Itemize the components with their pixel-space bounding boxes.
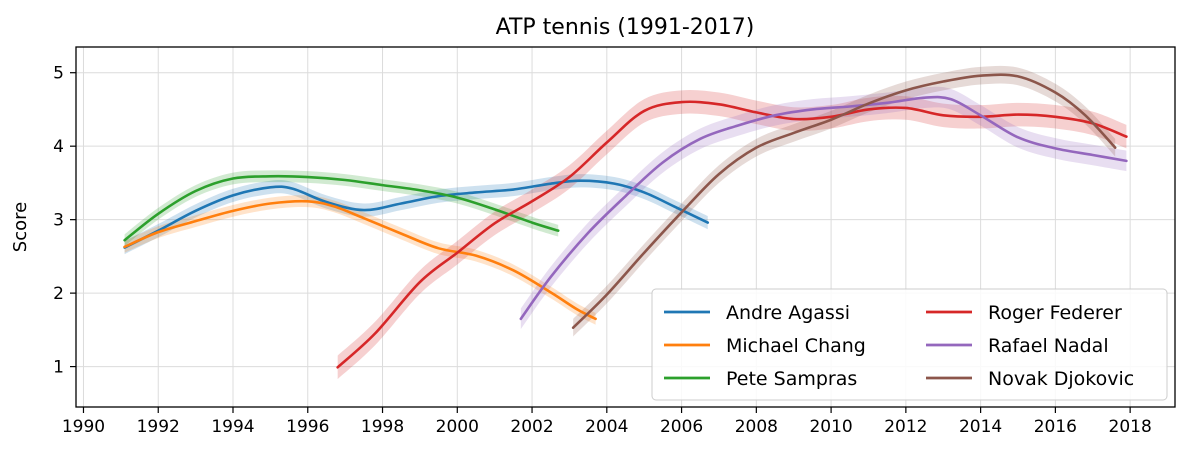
legend-label-rafael-nadal: Rafael Nadal <box>988 335 1109 357</box>
legend-label-roger-federer: Roger Federer <box>988 302 1122 324</box>
x-tick-label: 1994 <box>211 417 254 437</box>
y-tick-label: 2 <box>53 284 64 304</box>
chart-title: ATP tennis (1991-2017) <box>496 15 755 40</box>
x-tick-label: 1990 <box>62 417 105 437</box>
legend-label-andre-agassi: Andre Agassi <box>726 302 850 324</box>
legend-label-michael-chang: Michael Chang <box>726 335 866 357</box>
x-tick-label: 2014 <box>959 417 1002 437</box>
x-tick-label: 2006 <box>660 417 703 437</box>
y-tick-label: 4 <box>53 137 64 157</box>
x-tick-label: 2000 <box>436 417 479 437</box>
legend-label-pete-sampras: Pete Sampras <box>726 368 857 390</box>
x-tick-label: 2008 <box>735 417 778 437</box>
x-tick-label: 1992 <box>137 417 180 437</box>
band-layer <box>124 65 1127 380</box>
tick-layer: 1990 1992 1994 1996 1998 2000 2002 2004 2006 2008… <box>53 64 1152 437</box>
legend-label-novak-djokovic: Novak Djokovic <box>988 368 1134 390</box>
x-tick-label: 1996 <box>286 417 329 437</box>
x-tick-label: 1998 <box>361 417 404 437</box>
band-michael-chang <box>124 195 596 325</box>
y-axis-label: Score <box>10 202 31 252</box>
band-novak-djokovic <box>573 65 1116 337</box>
band-rafael-nadal <box>520 86 1127 330</box>
line-pete-sampras <box>123 174 560 242</box>
line-roger-federer <box>336 100 1128 369</box>
x-tick-label: 2018 <box>1109 417 1152 437</box>
line-novak-djokovic <box>571 73 1117 329</box>
x-tick-label: 2012 <box>884 417 927 437</box>
line-layer <box>123 73 1128 369</box>
y-tick-label: 1 <box>53 358 64 378</box>
plot-frame <box>75 46 1176 408</box>
band-roger-federer <box>337 89 1127 380</box>
x-tick-label: 2002 <box>510 417 553 437</box>
legend: Andre Agassi Michael Chang Pete Sampras Rog… <box>651 288 1168 401</box>
line-michael-chang <box>123 199 597 321</box>
line-andre-agassi <box>123 179 710 249</box>
y-tick-label: 5 <box>53 64 64 84</box>
line-rafael-nadal <box>519 95 1128 321</box>
x-tick-label: 2010 <box>809 417 852 437</box>
x-tick-label: 2016 <box>1034 417 1077 437</box>
x-tick-label: 2004 <box>585 417 628 437</box>
legend-box <box>651 288 1168 401</box>
y-tick-label: 3 <box>53 211 64 231</box>
